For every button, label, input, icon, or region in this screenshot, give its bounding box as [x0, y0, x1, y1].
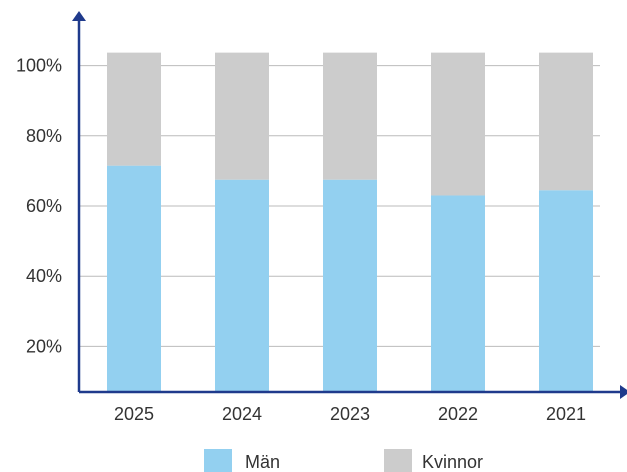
- bar-m-n: [107, 165, 161, 392]
- axes: [72, 11, 627, 399]
- x-tick-label: 2025: [114, 404, 154, 424]
- x-tick-labels: 2025 2024 2023 2022 2021: [114, 404, 586, 424]
- bar-kvinnor: [215, 52, 269, 180]
- y-tick-label: 60%: [26, 196, 62, 216]
- legend-swatch: [384, 449, 412, 472]
- y-tick-label: 80%: [26, 126, 62, 146]
- legend-label: Kvinnor: [422, 452, 483, 472]
- bars-group: [107, 52, 593, 392]
- x-tick-label: 2024: [222, 404, 262, 424]
- y-axis-arrow-icon: [72, 11, 86, 21]
- bar-kvinnor: [431, 52, 485, 196]
- legend: Män Kvinnor: [204, 449, 483, 472]
- legend-swatch: [204, 449, 232, 472]
- y-tick-labels: 20% 40% 60% 80% 100%: [16, 56, 62, 357]
- y-tick-label: 40%: [26, 266, 62, 286]
- y-tick-label: 20%: [26, 336, 62, 356]
- x-axis-arrow-icon: [620, 385, 627, 399]
- x-tick-label: 2023: [330, 404, 370, 424]
- legend-label: Män: [245, 452, 280, 472]
- bar-m-n: [539, 190, 593, 392]
- bar-m-n: [323, 179, 377, 392]
- x-tick-label: 2021: [546, 404, 586, 424]
- bar-kvinnor: [539, 52, 593, 191]
- bar-m-n: [431, 195, 485, 392]
- bar-kvinnor: [107, 52, 161, 166]
- bar-m-n: [215, 179, 269, 392]
- bar-kvinnor: [323, 52, 377, 180]
- x-tick-label: 2022: [438, 404, 478, 424]
- y-tick-label: 100%: [16, 56, 62, 76]
